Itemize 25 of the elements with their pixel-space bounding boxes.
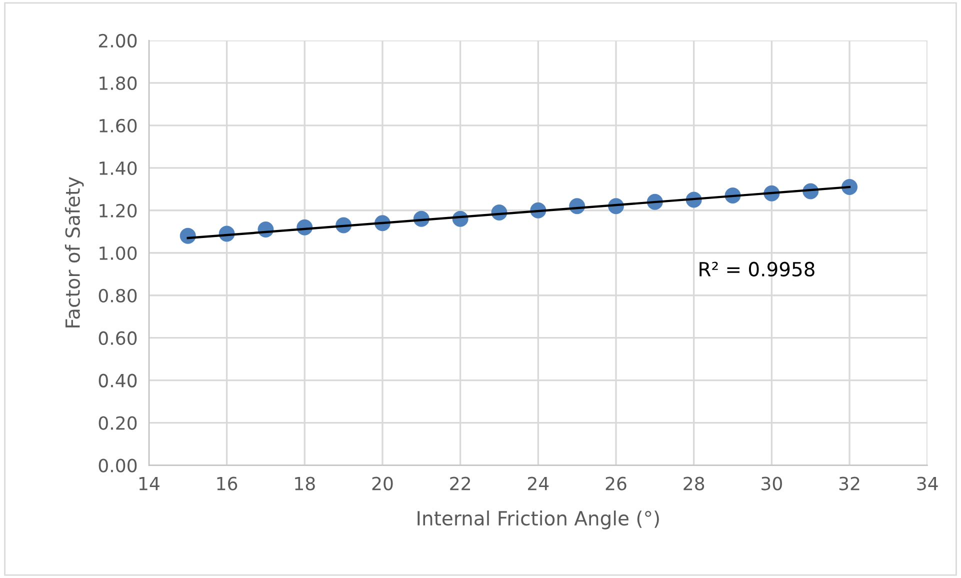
y-tick-label: 0.80 [98,288,137,302]
x-tick-label: 24 [528,476,549,490]
y-tick-label: 1.60 [100,118,137,133]
x-tick-label: 28 [684,476,704,490]
x-tick-label: 26 [606,476,626,490]
x-tick-label: 32 [839,476,860,490]
x-tick-label: 22 [450,476,470,490]
annotation: R² = 0.9958 [700,262,814,277]
y-tick-label: 1.00 [100,246,137,260]
x-tick-label: 14 [139,476,160,490]
x-tick-label: 30 [762,476,782,490]
y-tick-label: 0.60 [98,331,137,345]
y-tick-label: 0.00 [98,458,137,472]
y-axis-title: Factor of Safety [64,177,84,328]
x-tick-label: 34 [917,476,938,490]
y-tick-label: 0.20 [98,416,137,430]
y-tick-label: 1.20 [100,204,137,218]
y-tick-label: 1.80 [100,76,137,90]
x-axis-title: Internal Friction Angle (°) [418,510,659,530]
x-tick-label: 18 [295,476,315,490]
y-tick-label: 2.00 [98,34,137,48]
x-tick-label: 20 [372,476,393,490]
y-tick-label: 0.40 [98,374,137,388]
x-tick-label: 16 [217,476,238,490]
y-tick-label: 1.40 [100,161,137,176]
